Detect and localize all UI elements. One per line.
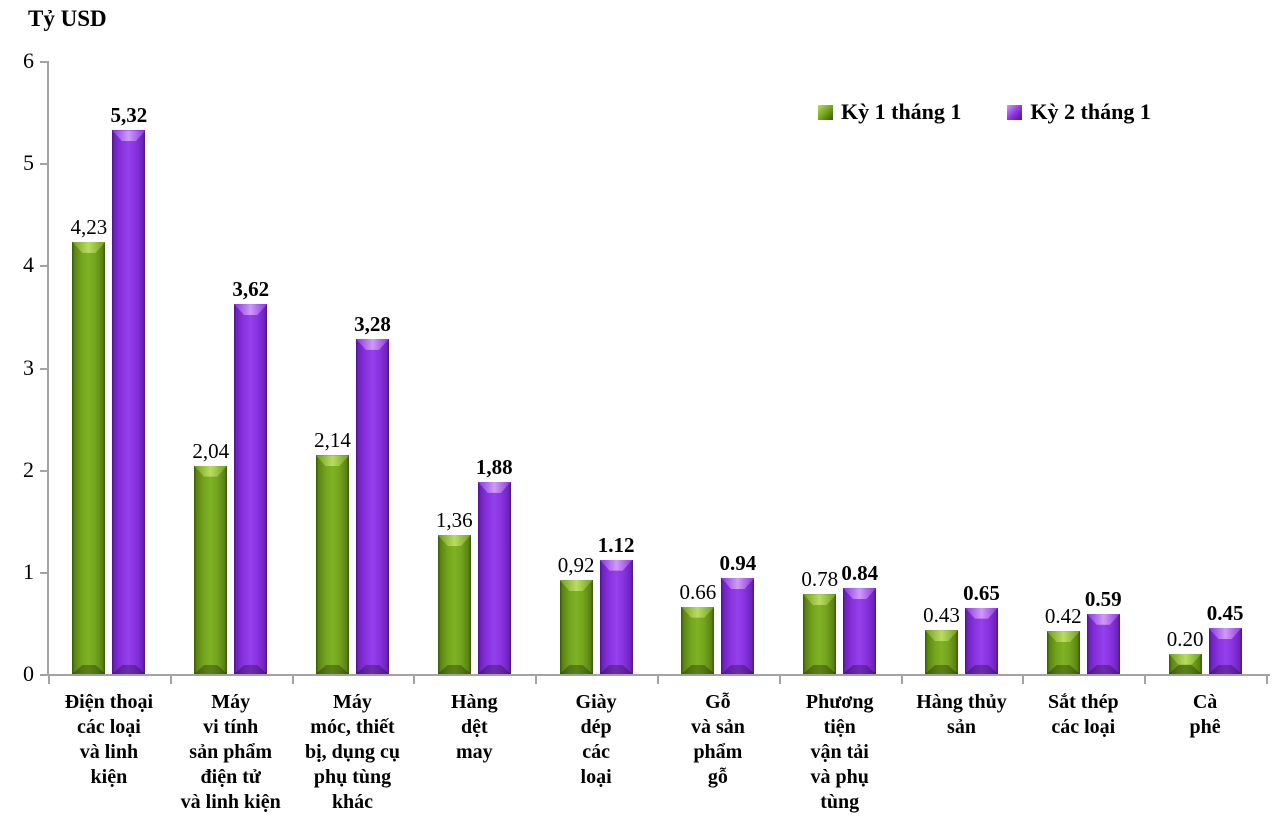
bar-series2-cat5 <box>599 559 633 674</box>
value-label-series1-cat6: 0.66 <box>679 579 717 604</box>
legend-label: Kỳ 2 tháng 1 <box>1030 99 1151 124</box>
bar-series1-cat8 <box>925 630 958 674</box>
y-tick <box>40 674 48 676</box>
category-label-7: Phương tiện vận tải và phụ tùng <box>805 691 874 813</box>
bar-series1-cat3 <box>316 455 349 674</box>
legend-marker-icon <box>1007 104 1023 120</box>
bar-series1-cat7 <box>803 594 837 674</box>
bar-series1-cat10 <box>1168 653 1202 674</box>
value-label-series1-cat4: 1,36 <box>435 508 473 533</box>
value-label-series1-cat5: 0,92 <box>557 553 595 577</box>
value-label-series1-cat3: 2,14 <box>314 428 351 453</box>
category-label-1: Điện thoại các loại và linh kiện <box>64 691 154 788</box>
y-tick <box>40 367 48 370</box>
y-tick <box>40 61 48 63</box>
legend: Kỳ 1 tháng 1 Kỳ 2 tháng 1 <box>818 101 1197 123</box>
value-label-series2-cat3: 3,28 <box>354 311 391 336</box>
value-label-series2-cat5: 1.12 <box>597 532 635 557</box>
y-tick <box>40 265 48 268</box>
value-label-series2-cat8: 0.65 <box>963 580 1000 605</box>
bar-series2-cat6 <box>721 577 755 674</box>
y-axis-line <box>47 61 49 674</box>
category-label-8: Hàng thủy sản <box>916 691 1007 738</box>
category-label-5: Giày dép các loại <box>575 691 617 788</box>
x-tick <box>291 674 294 684</box>
category-label-9: Sắt thép các loại <box>1048 691 1119 738</box>
value-label-series2-cat10: 0.45 <box>1206 601 1244 626</box>
x-tick <box>169 674 172 684</box>
value-label-series2-cat1: 5,32 <box>110 103 148 128</box>
legend-label: Kỳ 1 tháng 1 <box>841 99 962 124</box>
category-label-6: Gỗ và sản phẩm gỗ <box>690 691 745 788</box>
bar-series2-cat7 <box>843 588 877 674</box>
category-label-10: Cà phê <box>1189 691 1221 738</box>
bar-series2-cat2 <box>234 304 268 674</box>
y-tick <box>40 469 48 472</box>
bar-series1-cat4 <box>437 535 471 674</box>
value-label-series1-cat10: 0.20 <box>1166 626 1204 651</box>
bar-series2-cat3 <box>356 338 389 674</box>
bar-series1-cat1 <box>72 241 106 674</box>
y-tick-label: 1 <box>23 558 34 584</box>
chart-title: Tỷ USD <box>28 6 107 31</box>
legend-item-1: Kỳ 1 tháng 1 <box>818 101 961 123</box>
bar-series2-cat9 <box>1086 613 1120 674</box>
value-label-series1-cat2: 2,04 <box>192 438 230 463</box>
value-label-series2-cat4: 1,88 <box>475 454 513 479</box>
bar-series2-cat1 <box>112 130 146 674</box>
value-label-series2-cat6: 0.94 <box>719 550 757 575</box>
value-label-series1-cat9: 0.42 <box>1044 604 1082 629</box>
bar-series2-cat10 <box>1208 628 1242 674</box>
category-label-2: Máy vi tính sản phẩm điện tử và linh kiệ… <box>180 691 281 813</box>
value-label-series1-cat1: 4,23 <box>70 214 108 239</box>
y-tick <box>40 163 48 166</box>
value-label-series2-cat7: 0.84 <box>841 561 879 586</box>
x-tick <box>1022 674 1025 684</box>
x-tick <box>535 674 538 684</box>
x-tick <box>1144 674 1147 684</box>
y-tick-label: 3 <box>23 354 34 380</box>
value-label-series1-cat7: 0.78 <box>801 567 839 592</box>
bar-series2-cat4 <box>477 481 511 674</box>
x-tick <box>657 674 659 684</box>
value-label-series2-cat2: 3,62 <box>232 277 270 302</box>
y-tick-label: 0 <box>23 661 34 686</box>
category-label-3: Máy móc, thiết bị, dụng cụ phụ tùng khác <box>304 691 401 813</box>
legend-marker-icon <box>818 104 833 120</box>
x-tick <box>778 674 781 684</box>
bar-series1-cat2 <box>194 465 228 674</box>
bar-series2-cat8 <box>965 607 998 674</box>
x-tick <box>900 674 903 684</box>
y-tick-label: 4 <box>23 252 34 278</box>
x-tick <box>413 674 416 684</box>
bar-series1-cat5 <box>559 580 593 674</box>
bar-series1-cat9 <box>1046 631 1080 674</box>
y-tick-label: 5 <box>23 150 34 176</box>
legend-item-2: Kỳ 2 tháng 1 <box>1007 99 1151 124</box>
y-tick-label: 6 <box>23 48 34 73</box>
x-tick <box>1266 674 1268 684</box>
value-label-series1-cat8: 0.43 <box>923 603 960 628</box>
y-tick-label: 2 <box>23 456 34 482</box>
category-label-4: Hàng dệt may <box>450 691 498 763</box>
value-label-series2-cat9: 0.59 <box>1084 586 1122 611</box>
x-tick <box>48 674 50 684</box>
y-tick <box>40 571 48 574</box>
x-axis-line <box>48 674 1270 676</box>
bar-series1-cat6 <box>681 606 715 674</box>
